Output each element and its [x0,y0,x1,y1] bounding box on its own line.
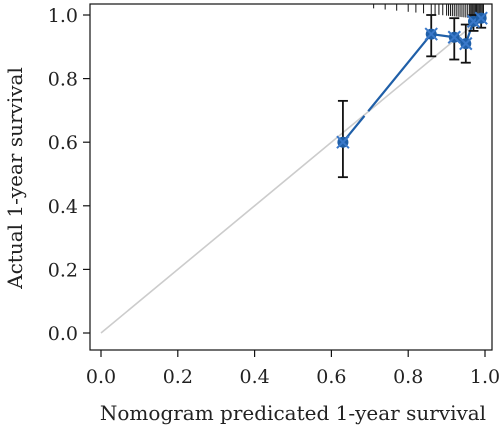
axes: 0.0 0.2 0.4 0.6 0.8 1.0 0.0 0.2 0.4 0.6 0.8 1.0 [48,3,500,388]
x-tick-label: 0.2 [163,366,193,388]
series-line-segment [342,33,433,143]
reference-diagonal-line [100,14,486,334]
x-tick-label: 0.4 [239,366,269,388]
data-point-cross [447,30,461,44]
y-tick-label: 0.8 [48,69,78,91]
x-tick-label: 0.8 [393,366,423,388]
reference-line-layer [100,14,486,334]
y-tick-label: 0.6 [48,132,78,154]
plot-frame [89,3,493,351]
y-tick-label: 0.4 [48,196,78,218]
y-tick-label: 0.0 [48,323,78,345]
x-tick-label: 0.0 [86,366,116,388]
data-point-cross [459,36,473,51]
data-point-cross [474,11,488,25]
y-axis-label: Actual 1-year survival [3,67,27,290]
series-layer [336,11,488,179]
x-tick-label: 0.6 [316,366,346,388]
y-tick-label: 0.2 [48,259,78,281]
data-point-cross [424,27,438,41]
data-point-cross [336,135,350,149]
x-tick-label: 1.0 [470,366,500,388]
x-axis-label: Nomogram predicated 1-year survival [100,401,486,425]
y-tick-label: 1.0 [48,5,78,27]
rug-layer [373,4,484,20]
